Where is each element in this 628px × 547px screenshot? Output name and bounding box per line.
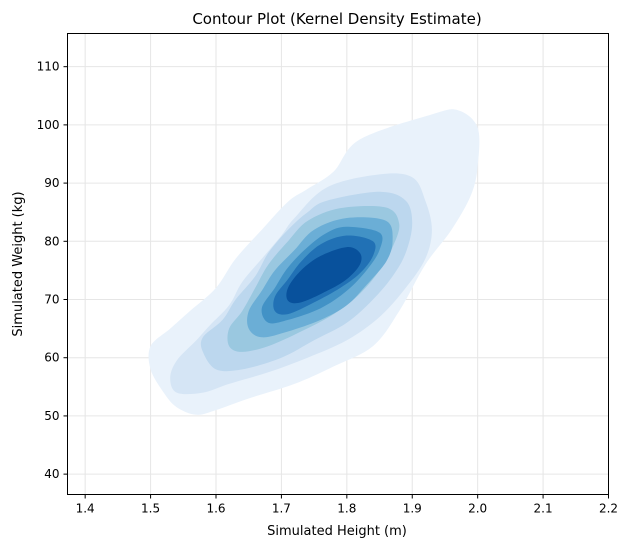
x-axis-title: Simulated Height (m) [267, 524, 407, 539]
y-tick-label-6: 100 [37, 118, 60, 132]
x-tick-label-4: 1.8 [337, 502, 356, 516]
y-tick-label-1: 50 [44, 409, 59, 423]
y-axis-title: Simulated Weight (kg) [11, 191, 26, 336]
plot-frame [67, 33, 609, 495]
y-tick-label-2: 60 [44, 351, 59, 365]
chart-title: Contour Plot (Kernel Density Estimate) [192, 10, 481, 28]
x-tick-label-3: 1.7 [272, 502, 291, 516]
x-tick-label-1: 1.5 [141, 502, 160, 516]
x-tick-label-7: 2.1 [534, 502, 553, 516]
x-tick-label-6: 2.0 [468, 502, 487, 516]
y-tick-label-0: 40 [44, 467, 59, 481]
y-tick-label-3: 70 [44, 293, 59, 307]
y-tick-label-7: 110 [37, 60, 60, 74]
x-axis: 1.4 1.5 1.6 1.7 1.8 1.9 2.0 2.1 2.2 [76, 494, 618, 516]
y-tick-label-4: 80 [44, 234, 59, 248]
contour-fills [148, 109, 480, 415]
y-tick-label-5: 90 [44, 176, 59, 190]
x-tick-label-5: 1.9 [403, 502, 422, 516]
x-tick-label-8: 2.2 [599, 502, 618, 516]
x-tick-label-2: 1.6 [206, 502, 225, 516]
y-axis: 40 50 60 70 80 90 100 110 [37, 60, 68, 481]
contour-level-8 [286, 247, 362, 304]
x-tick-label-0: 1.4 [76, 502, 95, 516]
